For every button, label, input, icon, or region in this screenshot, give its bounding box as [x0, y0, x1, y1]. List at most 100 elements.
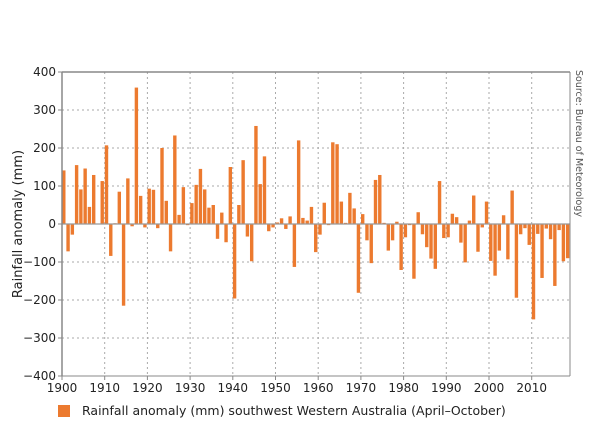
y-tick-label: 200 — [33, 141, 56, 155]
bar-1923 — [160, 148, 164, 224]
bar-1956 — [301, 217, 305, 224]
x-tick-label: 2000 — [474, 381, 505, 395]
legend-label: Rainfall anomaly (mm) southwest Western … — [82, 403, 506, 418]
bar-2017 — [561, 224, 566, 262]
bar-2003 — [501, 215, 506, 224]
bar-1906 — [87, 206, 92, 224]
bar-1904 — [79, 189, 83, 224]
bar-1984 — [420, 224, 425, 235]
bar-2009 — [527, 224, 531, 245]
bar-1985 — [425, 224, 429, 248]
x-tick-label: 1960 — [303, 381, 334, 395]
bar-1959 — [314, 224, 318, 253]
bar-1996 — [472, 195, 476, 224]
bar-1990 — [446, 224, 450, 238]
bar-1924 — [164, 200, 168, 224]
bar-1939 — [228, 167, 233, 224]
x-tick-labels: 1900 1910 1920 1930 1940 1950 1960 1970 1980 1990… — [47, 381, 547, 395]
x-tick-label: 1930 — [175, 381, 206, 395]
legend: Rainfall anomaly (mm) southwest Western … — [58, 403, 506, 418]
bar-1988 — [437, 181, 442, 224]
bar-1935 — [211, 205, 215, 224]
bar-1999 — [484, 201, 489, 224]
bar-2007 — [518, 224, 523, 235]
bar-1995 — [467, 220, 472, 224]
bar-1907 — [91, 174, 96, 224]
x-tick-label: 1980 — [388, 381, 419, 395]
y-tick-label: 300 — [33, 103, 56, 117]
bar-1974 — [378, 174, 382, 224]
x-tick-label: 2010 — [516, 381, 547, 395]
source-note: Source: Bureau of Meteorology — [573, 70, 584, 217]
y-tick-labels: 400 300 200 100 0 −100 −200 −300 −400 — [23, 65, 56, 383]
bar-1934 — [207, 207, 211, 224]
bar-1915 — [126, 178, 130, 224]
bar-1982 — [412, 224, 416, 279]
bar-1979 — [399, 224, 403, 270]
bar-1991 — [450, 213, 455, 224]
bar-2013 — [544, 224, 549, 229]
bar-1973 — [373, 179, 378, 224]
bar-1921 — [151, 189, 156, 224]
bar-1937 — [220, 212, 224, 224]
bar-1940 — [232, 224, 237, 299]
x-tick-label: 1940 — [218, 381, 249, 395]
bar-1917 — [134, 87, 139, 224]
bar-1938 — [224, 224, 228, 243]
x-tick-label: 1970 — [346, 381, 377, 395]
bar-1997 — [476, 224, 480, 252]
bar-2012 — [540, 224, 544, 278]
bar-1948 — [267, 224, 271, 232]
bar-1936 — [215, 224, 220, 239]
axes — [58, 71, 571, 380]
bar-1947 — [262, 156, 267, 224]
bar-1902 — [70, 224, 75, 235]
bar-1968 — [352, 208, 356, 224]
bar-1957 — [305, 220, 309, 224]
bar-2016 — [557, 224, 561, 231]
bar-1946 — [258, 184, 262, 224]
bar-1913 — [117, 191, 122, 224]
bar-1952 — [284, 224, 288, 229]
bar-2011 — [536, 224, 540, 234]
bar-1918 — [138, 195, 143, 224]
bar-1943 — [245, 224, 250, 237]
bar-1977 — [390, 224, 395, 241]
bar-1914 — [121, 224, 126, 306]
bar-1963 — [331, 142, 335, 224]
y-tick-label: 0 — [48, 217, 56, 231]
bar-1933 — [203, 189, 207, 224]
bar-1960 — [318, 224, 322, 235]
x-tick-label: 1990 — [431, 381, 462, 395]
bar-1992 — [454, 217, 459, 224]
bar-2010 — [531, 224, 536, 320]
bar-1986 — [429, 224, 433, 259]
bar-1961 — [322, 202, 326, 224]
x-tick-label: 1950 — [260, 381, 291, 395]
legend-swatch — [58, 404, 70, 417]
bar-2015 — [553, 224, 557, 286]
y-axis-label: Rainfall anomaly (mm) — [11, 150, 26, 298]
bar-1920 — [147, 188, 151, 224]
bar-1972 — [369, 224, 373, 264]
bar-2004 — [506, 224, 510, 260]
bar-1928 — [181, 187, 186, 224]
bar-1903 — [74, 165, 79, 224]
bar-1900 — [62, 170, 66, 224]
bar-1951 — [279, 218, 284, 224]
y-tick-label: −400 — [23, 369, 56, 383]
bar-1958 — [309, 206, 314, 224]
y-tick-label: −100 — [23, 255, 56, 269]
bar-1978 — [395, 221, 399, 224]
bar-1980 — [403, 224, 408, 238]
bar-1998 — [480, 224, 484, 228]
bar-2014 — [548, 224, 553, 240]
bar-1942 — [241, 160, 245, 224]
bar-1955 — [296, 140, 301, 224]
bar-1930 — [190, 203, 194, 224]
bar-1916 — [130, 224, 134, 227]
bar-1949 — [271, 224, 275, 228]
bar-1909 — [100, 181, 104, 224]
bar-1965 — [339, 201, 344, 224]
